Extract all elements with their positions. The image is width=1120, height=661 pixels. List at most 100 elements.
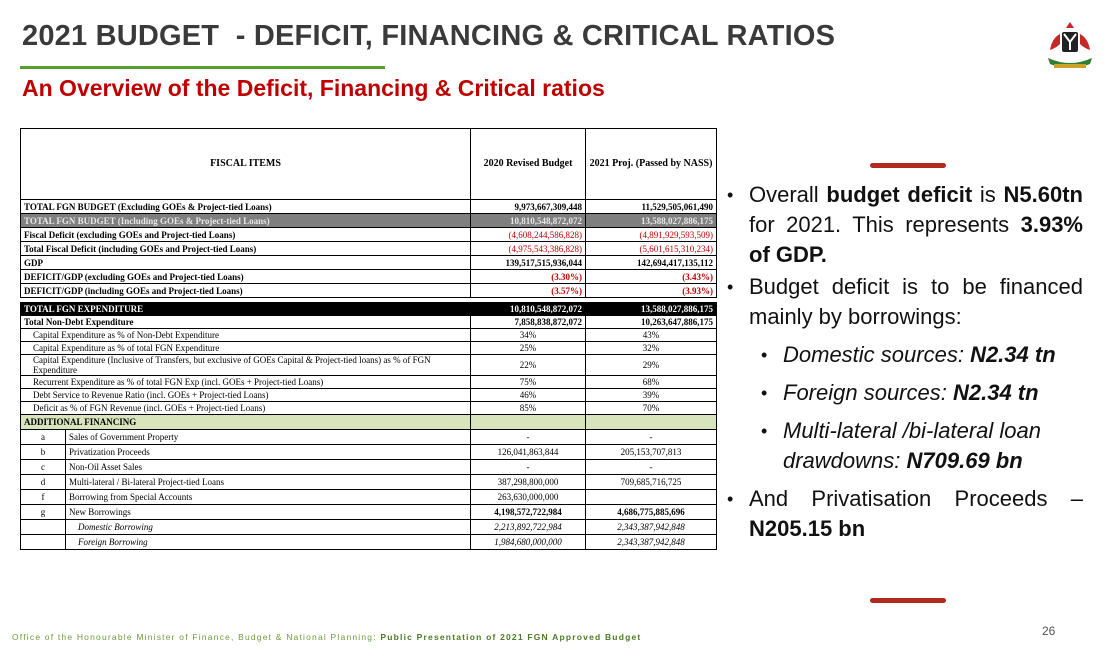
cell-2021: 11,529,505,061,490 (585, 199, 718, 214)
cell-2021: 70% (585, 401, 718, 415)
table-row: Total Non-Debt Expenditure 7,858,838,872,… (19, 315, 718, 329)
bullet-text: Overall (749, 182, 827, 207)
cell-2021: 13,588,027,886,175 (585, 213, 718, 228)
cell-2021: 142,694,417,135,112 (585, 255, 718, 270)
cell-2021: 2,343,387,942,848 (585, 519, 718, 535)
cell-2020: 1,984,680,000,000 (470, 534, 587, 550)
cell-2021: (3.43%) (585, 269, 718, 284)
cell-2021: - (585, 459, 718, 475)
row-label: Capital Expenditure (Inclusive of Transf… (19, 354, 472, 376)
table-row: GDP 139,517,515,936,044 142,694,417,135,11… (19, 255, 718, 270)
row-letter (20, 534, 66, 550)
row-label: Total Non-Debt Expenditure (19, 315, 472, 329)
bullet-emphasis: budget deficit (826, 182, 973, 207)
sub-bullet: Multi-lateral /bi-lateral loan drawdowns… (727, 416, 1083, 476)
row-label: Non-Oil Asset Sales (64, 459, 472, 475)
section-title: ADDITIONAL FINANCING (19, 414, 472, 430)
table-row: a Sales of Government Property - - (20, 429, 718, 445)
bullet-text: is (972, 182, 1004, 207)
row-label: Borrowing from Special Accounts (64, 489, 472, 505)
cell-2021: 29% (585, 354, 718, 376)
footer: Office of the Honourable Minister of Fin… (12, 632, 641, 642)
section-cell (585, 414, 718, 430)
row-letter: a (20, 429, 66, 445)
table-row: f Borrowing from Special Accounts 263,630,… (20, 489, 718, 505)
cell-2020: 34% (470, 328, 587, 342)
cell-2020: (3.57%) (470, 283, 587, 298)
cell-2020: 2,213,892,722,984 (470, 519, 587, 535)
fiscal-table: FISCAL ITEMS 2020 Revised Budget 2021 Proj… (19, 128, 718, 550)
decor-line (870, 598, 946, 603)
row-letter: d (20, 474, 66, 490)
column-header: 2021 Proj. (Passed by NASS) (585, 128, 718, 200)
row-label: TOTAL FGN EXPENDITURE (19, 302, 472, 316)
row-label: Capital Expenditure as % of Non-Debt Exp… (19, 328, 472, 342)
title-rule (20, 66, 385, 69)
row-label: Domestic Borrowing (64, 519, 472, 535)
cell-2020: 126,041,863,844 (470, 444, 587, 460)
row-label: Capital Expenditure as % of total FGN Ex… (19, 341, 472, 355)
bullet-text: And Privatisation Proceeds – (749, 486, 1083, 511)
cell-2020: (3.30%) (470, 269, 587, 284)
sub-bullet: Foreign sources: N2.34 tn (727, 378, 1083, 408)
cell-2021: 32% (585, 341, 718, 355)
table-row: DEFICIT/GDP (including GOEs and Project-… (19, 283, 718, 298)
table-row: Debt Service to Revenue Ratio (incl. GOE… (19, 388, 718, 402)
table-row: b Privatization Proceeds 126,041,863,844 20… (20, 444, 718, 460)
sub-bullet-text: Foreign sources: (783, 380, 953, 405)
table-row: g New Borrowings 4,198,572,722,984 4,686,77… (20, 504, 718, 520)
table-row: TOTAL FGN BUDGET (Excluding GOEs & Proje… (19, 199, 718, 214)
row-label: DEFICIT/GDP (excluding GOEs and Project-… (19, 269, 472, 284)
row-letter: f (20, 489, 66, 505)
bullet-item: And Privatisation Proceeds – N205.15 bn (727, 484, 1083, 544)
header-row: FISCAL ITEMS 2020 Revised Budget 2021 Proj… (19, 128, 718, 200)
table-row: TOTAL FGN EXPENDITURE 10,810,548,872,072 1… (19, 302, 718, 316)
row-label: TOTAL FGN BUDGET (Including GOEs & Proje… (19, 213, 472, 228)
row-label: Multi-lateral / Bi-lateral Project-tied … (64, 474, 472, 490)
table-row: d Multi-lateral / Bi-lateral Project-tied… (20, 474, 718, 490)
row-label: Total Fiscal Deficit (including GOEs and… (19, 241, 472, 256)
cell-2020: 85% (470, 401, 587, 415)
table-row: DEFICIT/GDP (excluding GOEs and Project-… (19, 269, 718, 284)
cell-2021: 205,153,707,813 (585, 444, 718, 460)
cell-2020: 263,630,000,000 (470, 489, 587, 505)
row-letter: b (20, 444, 66, 460)
table-row: Domestic Borrowing 2,213,892,722,984 2,343… (20, 519, 718, 535)
bullet-emphasis: N5.60tn (1003, 182, 1083, 207)
cell-2021: 13,588,027,886,175 (585, 302, 718, 316)
decor-line (870, 163, 946, 168)
footer-event: Public Presentation of 2021 FGN Approved… (380, 632, 642, 642)
row-label: Fiscal Deficit (excluding GOEs and Proje… (19, 227, 472, 242)
section-row: ADDITIONAL FINANCING (19, 414, 718, 430)
table-row: Capital Expenditure as % of Non-Debt Exp… (19, 328, 718, 342)
cell-2021: 709,685,716,725 (585, 474, 718, 490)
cell-2020: 139,517,515,936,044 (470, 255, 587, 270)
table-row: c Non-Oil Asset Sales - - (20, 459, 718, 475)
row-label: Foreign Borrowing (64, 534, 472, 550)
sub-bullet-text: Domestic sources: (783, 342, 971, 367)
cell-2020: 4,198,572,722,984 (470, 504, 587, 520)
cell-2020: 46% (470, 388, 587, 402)
cell-2020: (4,608,244,586,828) (470, 227, 587, 242)
cell-2021: (4,891,929,593,509) (585, 227, 718, 242)
table-row: Total Fiscal Deficit (including GOEs and… (19, 241, 718, 256)
slide-title: 2021 BUDGET - DEFICIT, FINANCING & CRITI… (22, 20, 836, 52)
page-number: 26 (1042, 624, 1056, 638)
cell-2020: 10,810,548,872,072 (470, 302, 587, 316)
row-label: Debt Service to Revenue Ratio (incl. GOE… (19, 388, 472, 402)
cell-2021: - (585, 429, 718, 445)
coat-of-arms (1048, 22, 1092, 68)
cell-2021: 10,263,647,886,175 (585, 315, 718, 329)
table-row: Recurrent Expenditure as % of total FGN … (19, 375, 718, 389)
row-label: Deficit as % of FGN Revenue (incl. GOEs … (19, 401, 472, 415)
row-letter: c (20, 459, 66, 475)
row-label: Recurrent Expenditure as % of total FGN … (19, 375, 472, 389)
row-label: Sales of Government Property (64, 429, 472, 445)
cell-2020: 9,973,667,309,448 (470, 199, 587, 214)
cell-2021 (585, 489, 718, 505)
sub-bullet-emphasis: N709.69 bn (906, 448, 1023, 473)
bullet-item: Overall budget deficit is N5.60tn for 20… (727, 180, 1083, 270)
cell-2021: 2,343,387,942,848 (585, 534, 718, 550)
table-row: Capital Expenditure as % of total FGN Ex… (19, 341, 718, 355)
